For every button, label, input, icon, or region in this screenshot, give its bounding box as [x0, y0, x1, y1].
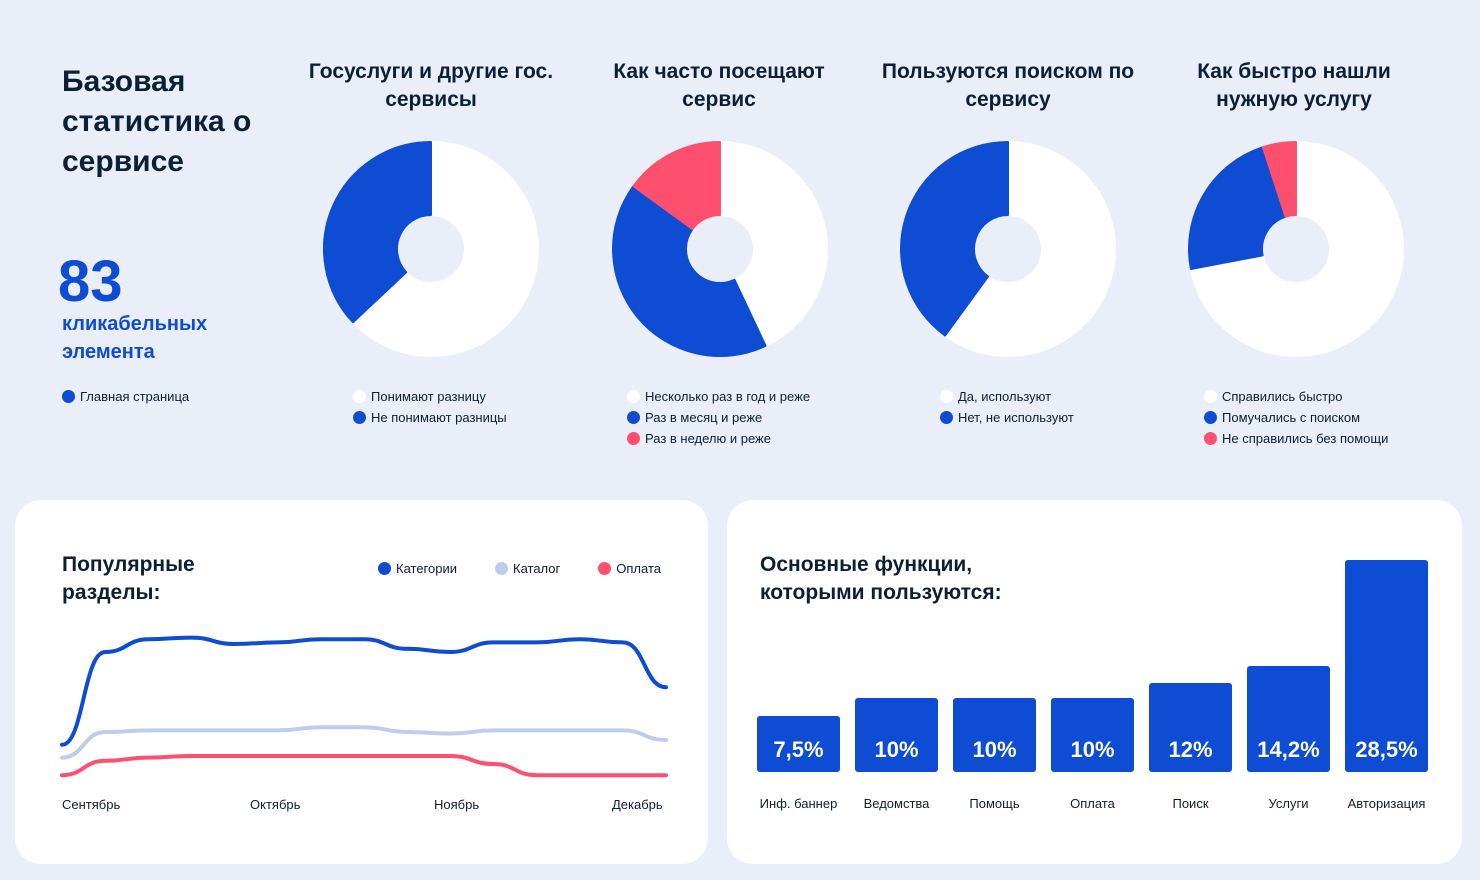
legend-label: Несколько раз в год и реже	[645, 389, 811, 404]
bar-chart-title: Основные функции, которыми пользуются:	[760, 553, 1002, 604]
donut-slice	[323, 141, 432, 324]
donut-slice	[944, 141, 1116, 357]
legend-label: Помучались с поиском	[1222, 410, 1361, 425]
x-tick-label: Сентябрь	[62, 797, 121, 812]
donut-slice	[719, 141, 828, 347]
line-chart-plot	[60, 635, 668, 778]
legend-label: Раз в неделю и реже	[645, 431, 771, 446]
legend-dot-icon	[495, 562, 508, 575]
legend-item: Справились быстро	[1204, 386, 1388, 407]
legend-label: Каталог	[513, 561, 561, 576]
donut-title: Как быстро нашли нужную услугу	[1197, 60, 1391, 111]
legend-label: Категории	[396, 561, 457, 576]
legend-dot-icon	[62, 390, 75, 403]
legend-dot-icon	[627, 411, 640, 424]
line-series	[60, 753, 668, 778]
donut-legend: Несколько раз в год и реже Раз в месяц и …	[627, 386, 810, 449]
legend-item: Не понимают разницы	[353, 407, 507, 428]
clickable-count: 83	[58, 249, 123, 314]
legend-item: Несколько раз в год и реже	[627, 386, 810, 407]
popular-sections-card	[15, 500, 708, 864]
x-tick-label: Октябрь	[250, 797, 301, 812]
legend-label: Раз в месяц и реже	[645, 410, 763, 425]
line-series	[60, 635, 668, 747]
legend-dot-icon	[940, 390, 953, 403]
legend-item: Понимают разницу	[353, 386, 507, 407]
legend-dot-icon	[1204, 390, 1217, 403]
legend-dot-icon	[627, 432, 640, 445]
donut-legend: Да, используют Нет, не используют	[940, 386, 1074, 428]
legend-label: Да, используют	[958, 389, 1052, 404]
donut-chart-gov-services	[323, 141, 539, 357]
legend-item: Нет, не используют	[940, 407, 1074, 428]
legend-dot-icon	[627, 390, 640, 403]
donut-chart-visit-frequency	[612, 141, 828, 357]
page-title: Базовая статистика о сервисе	[62, 65, 252, 178]
donut-chart-find-speed	[1188, 141, 1404, 357]
donut-title: Госуслуги и другие гос. сервисы	[308, 60, 554, 111]
legend-label: Не понимают разницы	[371, 410, 507, 425]
donut-title: Пользуются поиском по сервису	[881, 60, 1135, 111]
legend-label: Понимают разницу	[371, 389, 486, 404]
legend-item: Раз в месяц и реже	[627, 407, 810, 428]
legend-label: Оплата	[616, 561, 661, 576]
legend-label: Нет, не используют	[958, 410, 1074, 425]
legend-item: Раз в неделю и реже	[627, 428, 810, 449]
donut-legend: Справились быстро Помучались с поиском Не …	[1204, 386, 1388, 449]
clickable-count-label: кликабельных элемента	[62, 313, 208, 363]
donut-slice	[352, 141, 539, 357]
legend-dot-icon	[353, 390, 366, 403]
donut-legend: Понимают разницу Не понимают разницы	[353, 386, 507, 428]
x-tick-label: Ноябрь	[434, 797, 480, 812]
legend-item: Не справились без помощи	[1204, 428, 1388, 449]
donut-title: Как часто посещают сервис	[613, 60, 825, 111]
donut-slice	[1188, 146, 1287, 271]
line-series	[60, 725, 668, 760]
legend-dot-icon	[353, 411, 366, 424]
main-functions-card	[727, 500, 1462, 864]
donut-slice	[1189, 141, 1404, 357]
line-chart-title: Популярные разделы:	[62, 553, 195, 604]
legend-label: Не справились без помощи	[1222, 431, 1389, 446]
summary-legend: Главная страница	[62, 386, 189, 407]
legend-label: Главная страница	[80, 389, 190, 404]
donut-slice	[1261, 141, 1297, 218]
donut-slice	[612, 185, 767, 357]
legend-item: Помучались с поиском	[1204, 407, 1388, 428]
legend-dot-icon	[378, 562, 391, 575]
legend-dot-icon	[598, 562, 612, 575]
legend-item: Да, используют	[940, 386, 1074, 407]
donut-slice	[632, 141, 721, 231]
x-tick-label: Декабрь	[612, 797, 663, 812]
donut-slice	[900, 141, 1009, 337]
legend-dot-icon	[1204, 432, 1217, 445]
legend-dot-icon	[1204, 411, 1217, 424]
donut-chart-search-usage	[900, 141, 1116, 357]
line-chart-legend: Категории Каталог Оплата	[378, 558, 661, 579]
legend-dot-icon	[940, 411, 953, 424]
legend-label: Справились быстро	[1222, 389, 1343, 404]
